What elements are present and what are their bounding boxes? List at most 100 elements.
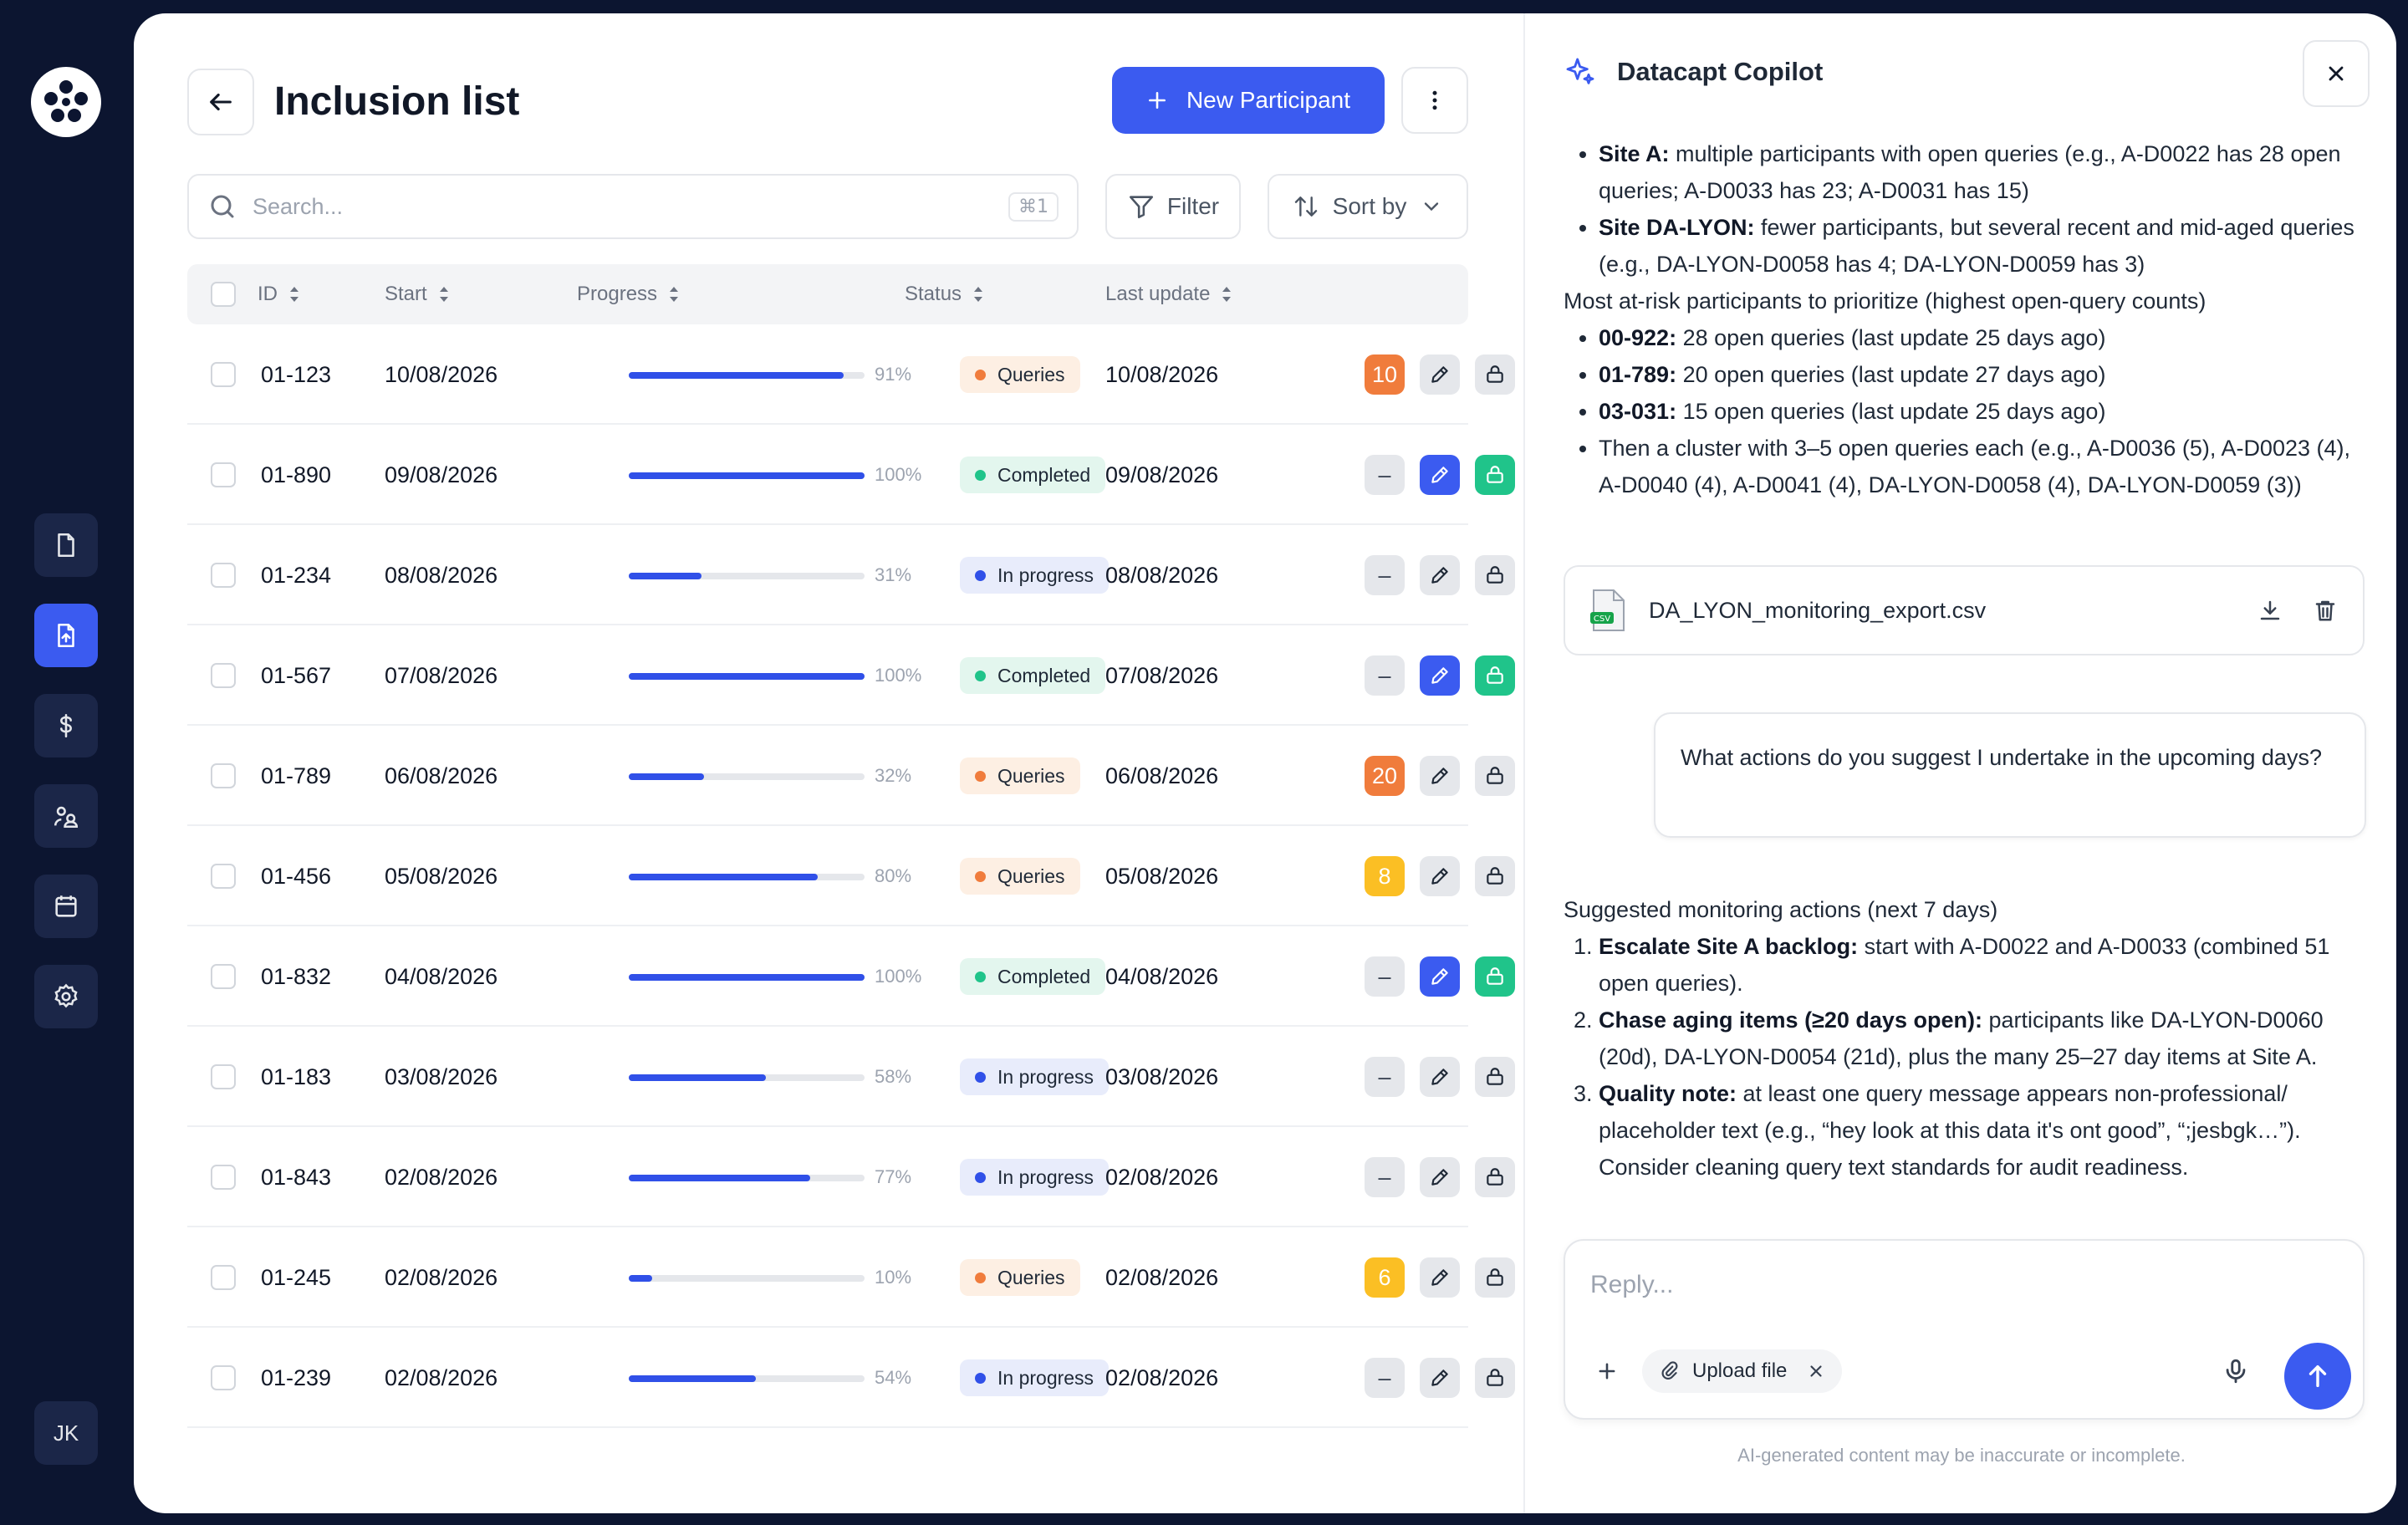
edit-button[interactable] [1420,354,1460,395]
table-row[interactable]: 01-567 07/08/2026 100% Completed 07/08/2026 – [187,625,1515,726]
microphone-button[interactable] [2217,1353,2254,1390]
reply-input[interactable] [1590,1271,2326,1313]
column-start[interactable]: Start [385,264,451,324]
lock-button[interactable] [1475,455,1515,495]
lock-button[interactable] [1475,956,1515,997]
column-progress[interactable]: Progress [577,264,681,324]
table-row[interactable]: 01-456 05/08/2026 80% Queries 05/08/2026 8 [187,826,1515,926]
row-checkbox[interactable] [211,1064,236,1089]
participant-id[interactable]: 01-245 [261,1264,332,1290]
select-all-checkbox[interactable] [211,282,236,307]
lock-button[interactable] [1475,1358,1515,1398]
row-checkbox[interactable] [211,663,236,688]
row-checkbox[interactable] [211,1265,236,1290]
more-options-button[interactable] [1401,67,1468,134]
query-count-badge[interactable]: 8 [1365,856,1405,896]
add-attachment-button[interactable] [1590,1354,1624,1388]
user-avatar[interactable]: JK [34,1401,98,1465]
nav-calendar-button[interactable] [34,875,98,938]
participant-id[interactable]: 01-183 [261,1063,332,1089]
edit-button[interactable] [1420,1057,1460,1097]
download-icon[interactable] [2258,598,2283,623]
edit-button[interactable] [1420,1257,1460,1298]
row-checkbox[interactable] [211,864,236,889]
participant-id[interactable]: 01-843 [261,1164,332,1190]
query-count-badge[interactable]: – [1365,1057,1405,1097]
query-count-badge[interactable]: – [1365,555,1405,595]
edit-button[interactable] [1420,455,1460,495]
search-input[interactable] [253,193,1008,220]
participant-id[interactable]: 01-789 [261,762,332,788]
sort-button[interactable]: Sort by [1268,174,1468,239]
upload-file-chip[interactable]: Upload file [1642,1349,1843,1393]
file-attachment[interactable]: CSV DA_LYON_monitoring_export.csv [1564,565,2365,655]
nav-settings-button[interactable] [34,965,98,1028]
nav-inclusion-button[interactable] [34,604,98,667]
query-count-badge[interactable]: 10 [1365,354,1405,395]
filter-button[interactable]: Filter [1105,174,1241,239]
edit-button[interactable] [1420,756,1460,796]
table-row[interactable]: 01-245 02/08/2026 10% Queries 02/08/2026 6 [187,1227,1515,1328]
column-last-update[interactable]: Last update [1105,264,1233,324]
progress-bar [629,1275,865,1282]
lock-button[interactable] [1475,1157,1515,1197]
lock-button[interactable] [1475,1257,1515,1298]
row-checkbox[interactable] [211,1365,236,1390]
column-id[interactable]: ID [258,264,301,324]
row-checkbox[interactable] [211,563,236,588]
edit-button[interactable] [1420,1157,1460,1197]
nav-documents-button[interactable] [34,513,98,577]
lock-button[interactable] [1475,354,1515,395]
query-count-badge[interactable]: 20 [1365,756,1405,796]
participant-id[interactable]: 01-456 [261,863,332,889]
back-button[interactable] [187,69,254,135]
close-copilot-button[interactable] [2303,40,2370,107]
participant-id[interactable]: 01-123 [261,361,332,387]
query-count-badge[interactable]: – [1365,655,1405,696]
query-count-badge[interactable]: – [1365,1157,1405,1197]
row-checkbox[interactable] [211,1165,236,1190]
table-row[interactable]: 01-234 08/08/2026 31% In progress 08/08/2026… [187,525,1515,625]
participant-id[interactable]: 01-890 [261,462,332,487]
edit-button[interactable] [1420,555,1460,595]
lock-button[interactable] [1475,1057,1515,1097]
edit-button[interactable] [1420,1358,1460,1398]
lock-button[interactable] [1475,655,1515,696]
row-checkbox[interactable] [211,763,236,788]
progress-fill [629,472,865,479]
table-row[interactable]: 01-239 02/08/2026 54% In progress 02/08/2026… [187,1328,1515,1428]
row-checkbox[interactable] [211,462,236,487]
new-participant-button[interactable]: New Participant [1112,67,1385,134]
participant-id[interactable]: 01-239 [261,1364,332,1390]
edit-button[interactable] [1420,655,1460,696]
lock-button[interactable] [1475,756,1515,796]
trash-icon[interactable] [2313,598,2338,623]
query-count-badge[interactable]: – [1365,956,1405,997]
pencil-icon [1431,868,1448,885]
participant-id[interactable]: 01-567 [261,662,332,688]
participant-id[interactable]: 01-832 [261,963,332,989]
row-checkbox[interactable] [211,362,236,387]
query-count-badge[interactable]: – [1365,455,1405,495]
close-icon[interactable] [1807,1362,1825,1380]
table-row[interactable]: 01-890 09/08/2026 100% Completed 09/08/2026 – [187,425,1515,525]
table-row[interactable]: 01-789 06/08/2026 32% Queries 06/08/2026 20 [187,726,1515,826]
table-row[interactable]: 01-832 04/08/2026 100% Completed 04/08/2026 – [187,926,1515,1027]
query-count-badge[interactable]: – [1365,1358,1405,1398]
row-checkbox[interactable] [211,964,236,989]
app-logo[interactable] [31,67,101,137]
lock-button[interactable] [1475,555,1515,595]
nav-users-button[interactable] [34,784,98,848]
send-button[interactable] [2284,1343,2351,1410]
lock-button[interactable] [1475,856,1515,896]
edit-button[interactable] [1420,956,1460,997]
table-row[interactable]: 01-183 03/08/2026 58% In progress 03/08/2026… [187,1027,1515,1127]
query-count-badge[interactable]: 6 [1365,1257,1405,1298]
edit-button[interactable] [1420,856,1460,896]
ai-disclaimer: AI-generated content may be inaccurate o… [1737,1445,2186,1466]
table-row[interactable]: 01-843 02/08/2026 77% In progress 02/08/2026… [187,1127,1515,1227]
participant-id[interactable]: 01-234 [261,562,332,588]
table-row[interactable]: 01-123 10/08/2026 91% Queries 10/08/2026 10 [187,324,1515,425]
nav-payments-button[interactable] [34,694,98,757]
column-status[interactable]: Status [905,264,985,324]
